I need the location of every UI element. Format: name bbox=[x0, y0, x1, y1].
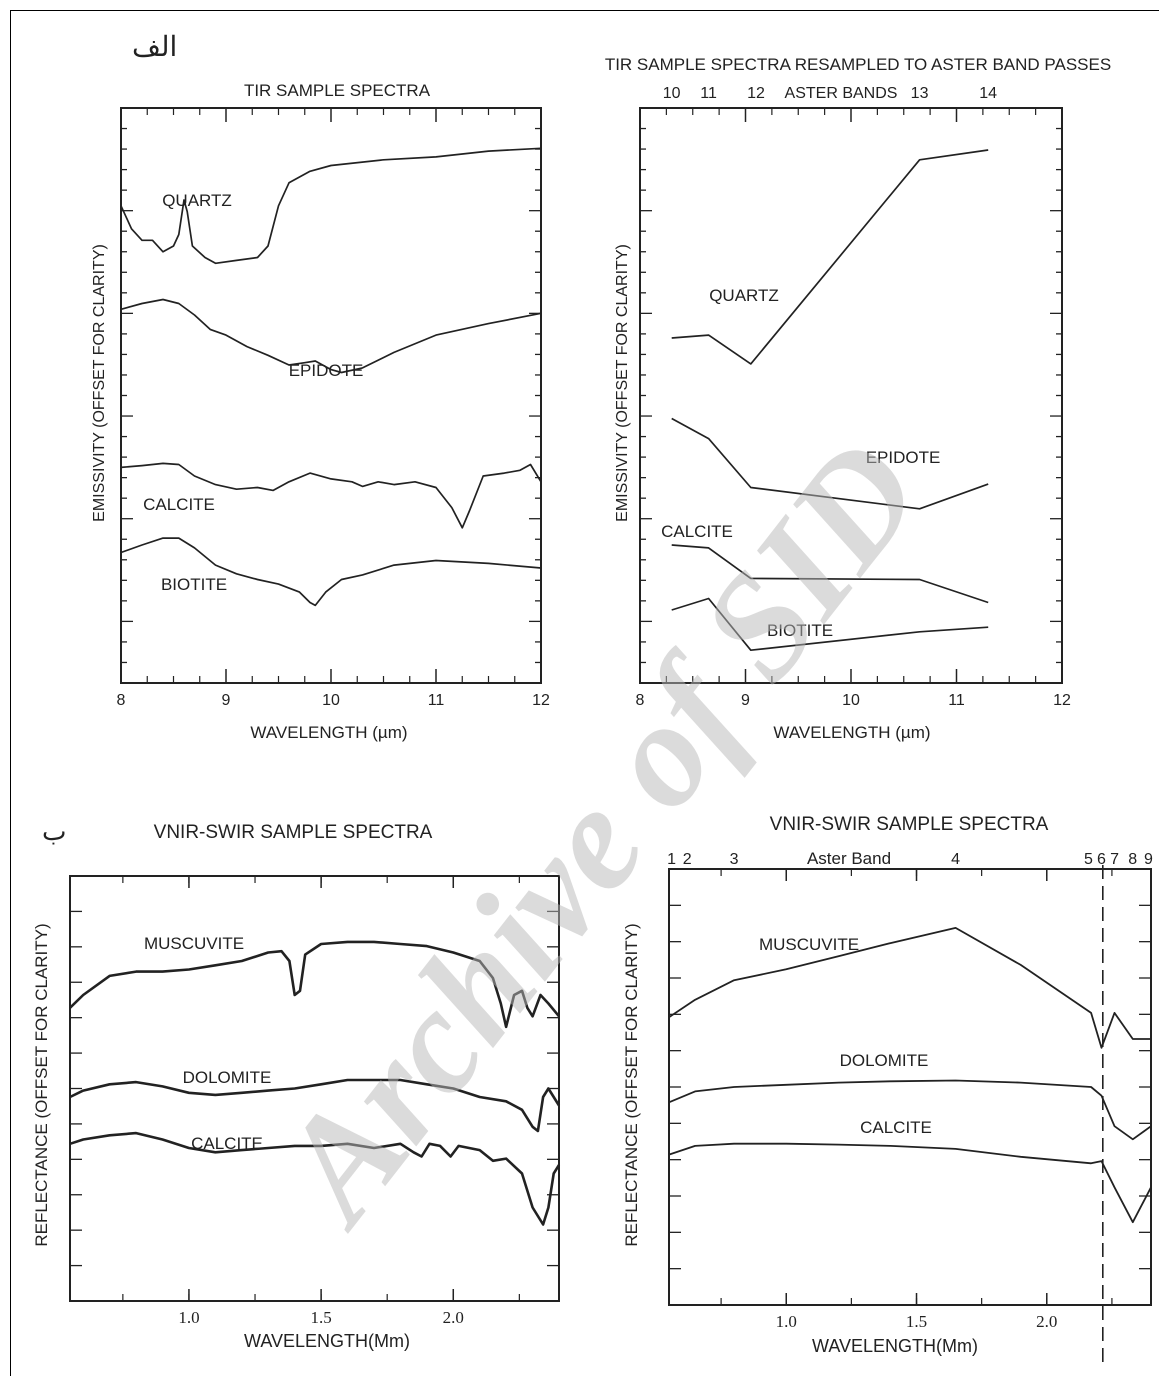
top-axis-tick-label: 13 bbox=[911, 85, 929, 102]
x-tick-label: 11 bbox=[948, 692, 965, 709]
x-tick-label: 10 bbox=[322, 692, 340, 709]
x-tick-label: 10 bbox=[842, 692, 860, 709]
chart1-label-epidote: EPIDOTE bbox=[289, 361, 364, 380]
x-tick-label: 9 bbox=[741, 692, 750, 709]
x-tick-label: 8 bbox=[117, 692, 126, 709]
series-line-dolomite bbox=[668, 1079, 1152, 1141]
series-line-biotite bbox=[671, 597, 989, 652]
chart1-plot: 8 9 10 11 12 bbox=[117, 107, 550, 709]
chart3-label-dolomite: DOLOMITE bbox=[183, 1068, 272, 1087]
series-line-epidote bbox=[120, 298, 542, 374]
x-tick-label: 2.0 bbox=[443, 1308, 464, 1327]
chart1-x-axis-label: WAVELENGTH (µm) bbox=[250, 723, 407, 742]
chart2-title: TIR SAMPLE SPECTRA RESAMPLED TO ASTER BA… bbox=[605, 55, 1111, 74]
x-tick-label: 8 bbox=[636, 692, 645, 709]
x-tick-label: 1.0 bbox=[776, 1312, 797, 1331]
top-axis-tick-label: 6 bbox=[1097, 851, 1106, 868]
chart3-label-muscuvite: MUSCUVITE bbox=[144, 934, 244, 953]
series-line-calcite bbox=[668, 1142, 1152, 1224]
chart4-y-axis-label: REFLECTANCE (OFFSET FOR CLARITY) bbox=[622, 923, 641, 1246]
top-axis-tick-label: 2 bbox=[683, 851, 692, 868]
top-axis-tick-label: 5 bbox=[1084, 851, 1093, 868]
chart3-label-calcite: CALCITE bbox=[191, 1134, 263, 1153]
series-line-epidote bbox=[671, 417, 989, 510]
series-line-quartz bbox=[120, 147, 542, 265]
chart2-label-biotite: BIOTITE bbox=[767, 621, 833, 640]
chart4-title: VNIR-SWIR SAMPLE SPECTRA bbox=[770, 814, 1049, 835]
chart2-x-axis-label: WAVELENGTH (µm) bbox=[773, 723, 930, 742]
top-axis-tick-label: 4 bbox=[951, 851, 960, 868]
figure-frame bbox=[10, 10, 1159, 1376]
series-line-calcite bbox=[69, 1131, 561, 1226]
x-tick-label: 9 bbox=[222, 692, 231, 709]
series-line-calcite bbox=[120, 462, 542, 529]
chart2-y-axis-label: EMISSIVITY (OFFSET FOR CLARITY) bbox=[614, 244, 631, 522]
series-line-muscuvite bbox=[668, 927, 1151, 1049]
chart1-label-quartz: QUARTZ bbox=[162, 191, 232, 210]
chart3-y-axis-label: REFLECTANCE (OFFSET FOR CLARITY) bbox=[32, 923, 51, 1246]
chart2-plot: 8 9 10 11 12 10 11 12 13 14 bbox=[636, 85, 1071, 709]
top-axis-tick-label: 11 bbox=[700, 85, 717, 102]
x-tick-label: 1.5 bbox=[906, 1312, 927, 1331]
panel-label-b: ب bbox=[42, 817, 66, 846]
chart3-x-axis-label: WAVELENGTH(Mm) bbox=[244, 1331, 410, 1351]
series-line-dolomite bbox=[69, 1078, 561, 1133]
panel-label-a: الف bbox=[132, 32, 177, 63]
chart2-label-calcite: CALCITE bbox=[661, 522, 733, 541]
top-axis-tick-label: 14 bbox=[979, 85, 997, 102]
chart4-label-dolomite: DOLOMITE bbox=[840, 1051, 929, 1070]
x-tick-label: 1.0 bbox=[178, 1308, 199, 1327]
series-line-calcite bbox=[671, 544, 989, 604]
chart3-title: VNIR-SWIR SAMPLE SPECTRA bbox=[154, 822, 433, 843]
top-axis-tick-label: 9 bbox=[1144, 851, 1153, 868]
chart4-top-axis-label: Aster Band bbox=[807, 849, 891, 868]
chart3-plot: 1.0 1.5 2.0 bbox=[69, 875, 561, 1327]
chart2-label-quartz: QUARTZ bbox=[709, 286, 779, 305]
x-tick-label: 1.5 bbox=[310, 1308, 331, 1327]
chart1-y-axis-label: EMISSIVITY (OFFSET FOR CLARITY) bbox=[91, 244, 108, 522]
top-axis-tick-label: 12 bbox=[747, 85, 765, 102]
chart4-label-calcite: CALCITE bbox=[860, 1118, 932, 1137]
chart2-top-axis-label: ASTER BANDS bbox=[785, 85, 898, 102]
chart1-label-calcite: CALCITE bbox=[143, 495, 215, 514]
chart4-plot: 1.0 1.5 2.0 1 2 3 4 5 6 7 8 9 bbox=[667, 851, 1153, 1365]
chart4-label-muscuvite: MUSCUVITE bbox=[759, 935, 859, 954]
x-tick-label: 12 bbox=[1053, 692, 1071, 709]
series-line-quartz bbox=[671, 149, 989, 365]
top-axis-tick-label: 1 bbox=[667, 851, 676, 868]
x-tick-label: 11 bbox=[428, 692, 445, 709]
chart4-x-axis-label: WAVELENGTH(Mm) bbox=[812, 1336, 978, 1356]
chart1-label-biotite: BIOTITE bbox=[161, 575, 227, 594]
chart1-title: TIR SAMPLE SPECTRA bbox=[244, 81, 431, 100]
top-axis-tick-label: 3 bbox=[730, 851, 739, 868]
chart2-label-epidote: EPIDOTE bbox=[866, 448, 941, 467]
x-tick-label: 12 bbox=[532, 692, 550, 709]
top-axis-tick-label: 7 bbox=[1110, 851, 1119, 868]
series-line-muscuvite bbox=[69, 940, 561, 1029]
top-axis-tick-label: 8 bbox=[1128, 851, 1137, 868]
top-axis-tick-label: 10 bbox=[663, 85, 681, 102]
x-tick-label: 2.0 bbox=[1036, 1312, 1057, 1331]
series-line-biotite bbox=[120, 537, 542, 607]
